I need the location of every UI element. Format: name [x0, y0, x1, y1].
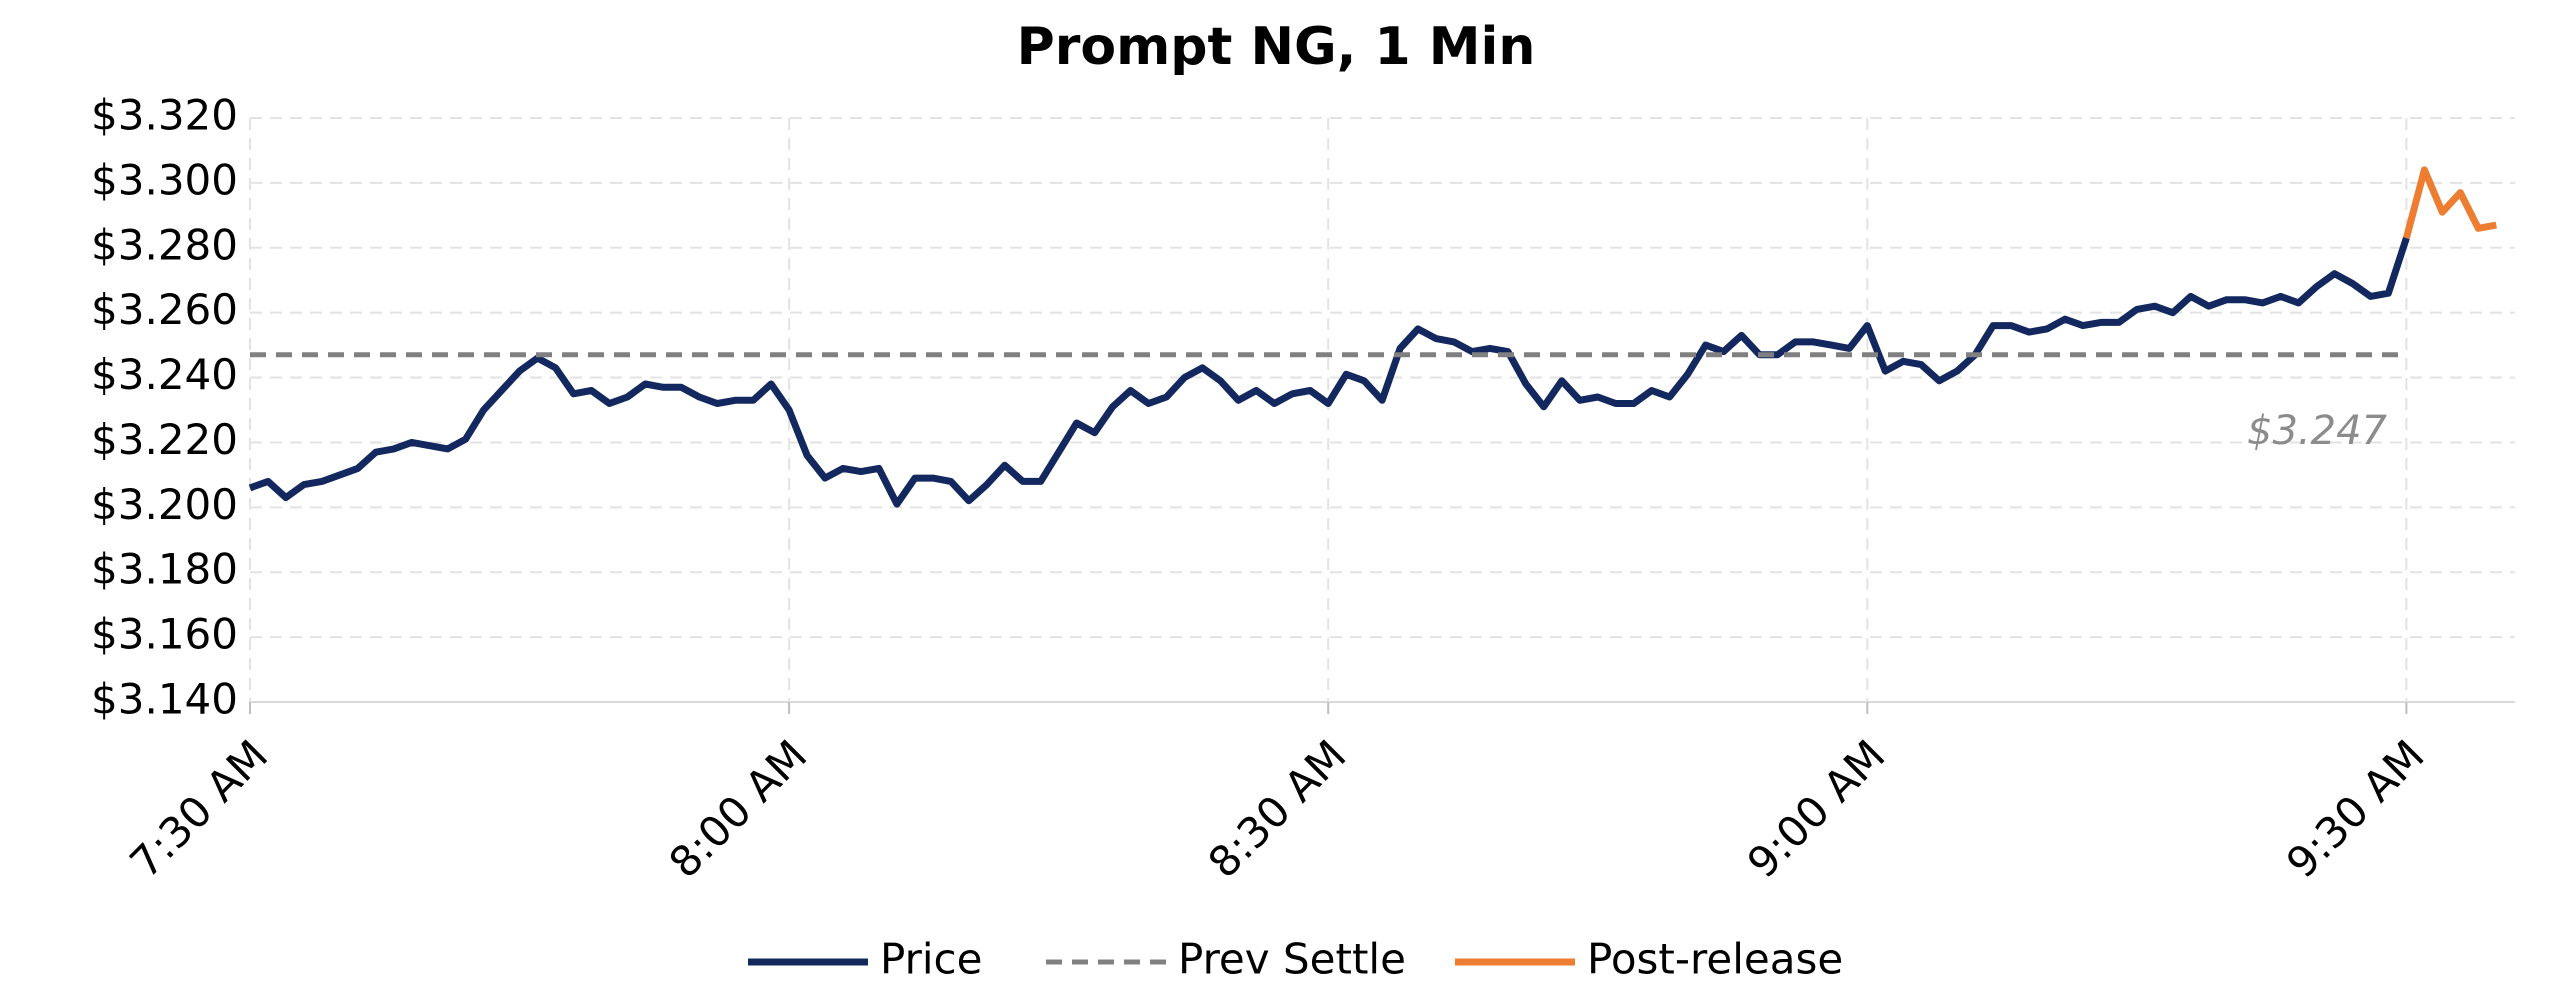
chart-title: Prompt NG, 1 Min [1017, 17, 1536, 77]
x-tick-label: 8:30 AM [1199, 731, 1356, 888]
y-tick-label: $3.140 [91, 675, 238, 724]
x-tick-label: 9:00 AM [1738, 731, 1895, 888]
y-tick-label: $3.300 [91, 155, 238, 204]
legend-label: Prev Settle [1178, 935, 1406, 984]
y-tick-label: $3.240 [91, 350, 238, 399]
line-series [248, 236, 2410, 508]
legend-label: Price [880, 935, 982, 984]
y-tick-label: $3.320 [91, 91, 238, 140]
y-tick-label: $3.220 [91, 415, 238, 464]
y-tick-label: $3.280 [91, 220, 238, 269]
x-tick-label: 9:30 AM [2277, 731, 2434, 888]
y-tick-label: $3.160 [91, 610, 238, 659]
y-tick-label: $3.200 [91, 480, 238, 529]
y-tick-label: $3.260 [91, 285, 238, 334]
y-tick-label: $3.180 [91, 545, 238, 594]
x-tick-label: 7:30 AM [120, 731, 277, 888]
legend-label: Post-release [1587, 935, 1843, 984]
x-tick-label: 8:00 AM [660, 731, 817, 888]
annotation: $3.247 [2247, 408, 2388, 454]
line-series [2403, 166, 2497, 239]
